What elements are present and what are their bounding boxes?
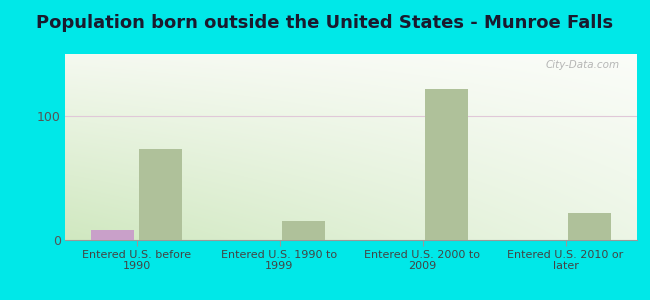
Bar — [139, 149, 182, 240]
Bar — [425, 89, 468, 240]
Bar — [568, 213, 611, 240]
Text: Population born outside the United States - Munroe Falls: Population born outside the United State… — [36, 14, 614, 32]
Bar — [282, 221, 325, 240]
Bar — [91, 230, 134, 240]
Text: City-Data.com: City-Data.com — [546, 60, 620, 70]
